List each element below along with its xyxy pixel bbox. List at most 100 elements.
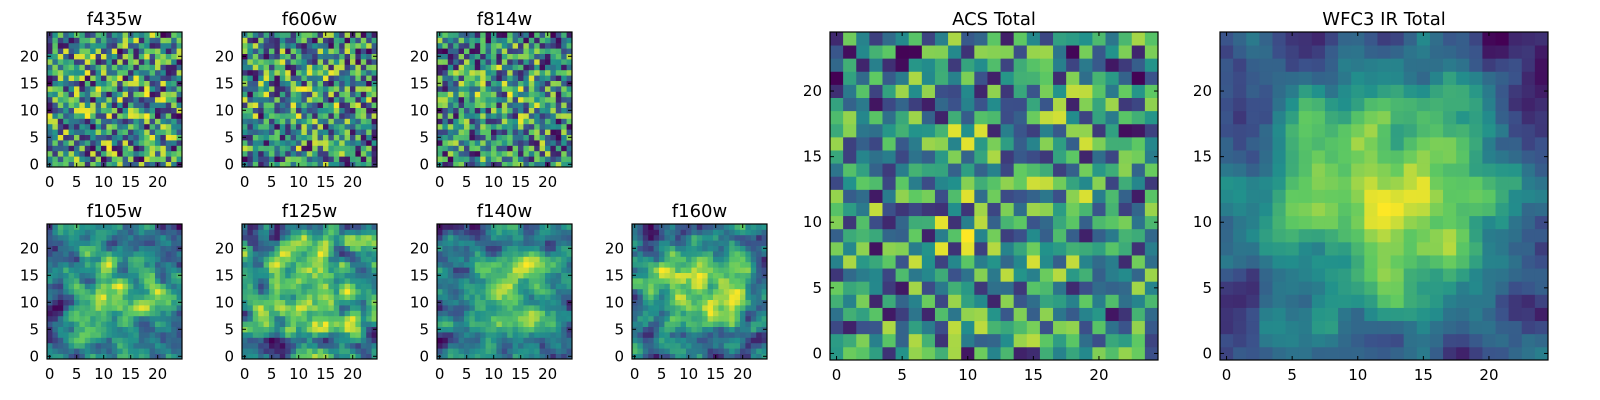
heatmap-cell [496,251,503,257]
heatmap-cell [117,123,123,130]
heatmap-cell [480,240,486,246]
heatmap-cell [279,310,286,317]
heatmap-cell [339,69,345,76]
heatmap-cell [464,240,470,246]
heatmap-cell [680,353,687,360]
heatmap-cell [1013,294,1028,308]
heatmap-cell [750,348,757,354]
heatmap-cell [290,240,297,246]
heatmap-cell [523,299,530,306]
heatmap-cell [301,337,308,344]
heatmap-cell [707,353,714,360]
heatmap-cell [274,229,281,236]
heatmap-cell [84,305,91,311]
heatmap-cell [453,123,459,130]
heatmap-cell [117,69,123,76]
heatmap-cell [333,96,340,103]
heatmap-cell [474,69,481,76]
heatmap-cell [252,229,259,236]
heatmap-cell [117,107,123,114]
heatmap-cell [165,240,172,246]
heatmap-cell [561,80,567,87]
heatmap-cell [1053,228,1067,243]
heatmap-cell [447,261,454,268]
heatmap-cell [252,342,259,349]
heatmap-cell [718,283,725,290]
heatmap-cell [507,337,513,344]
heatmap-cell [122,299,129,306]
heatmap-cell [442,96,449,103]
heatmap-cell [79,261,86,268]
heatmap-cell [474,102,481,108]
heatmap-cell [144,59,150,65]
heatmap-cell [507,53,513,60]
heatmap-cell [1053,294,1067,308]
heatmap-cell [63,150,69,157]
heatmap-cell [360,53,367,60]
heatmap-cell [745,337,752,344]
heatmap-cell [149,161,156,168]
heatmap-cell [155,156,161,162]
heatmap-cell [974,346,988,361]
heatmap-cell [512,91,519,98]
heatmap-cell [252,251,259,257]
heatmap-cell [296,326,302,333]
heatmap-cell [79,229,86,236]
heatmap-cell [285,96,291,103]
heatmap-cell [518,321,524,327]
heatmap-cell [566,113,573,119]
heatmap-cell [485,37,492,44]
heatmap-cell [155,245,161,252]
heatmap-cell [339,42,345,49]
heatmap-cell [68,86,75,92]
heatmap-cell [258,267,264,273]
heatmap-cell [702,353,708,360]
heatmap-cell [290,224,297,230]
heatmap-cell [1105,241,1120,256]
heatmap-cell [323,48,329,54]
heatmap-cell [323,129,329,135]
heatmap-cell [729,229,735,236]
heatmap-cell [263,310,270,317]
heatmap-cell [447,299,454,306]
heatmap-cell [285,261,291,268]
heatmap-cell [1092,215,1106,230]
heatmap-cell [1000,215,1015,230]
heatmap-cell [160,75,167,81]
heatmap-cell [691,315,698,322]
heatmap-cell [545,91,551,98]
heatmap-cell [539,310,546,317]
heatmap-cell [485,321,492,327]
heatmap-cell [555,107,562,114]
heatmap-cell [464,86,470,92]
heatmap-cell [696,283,703,290]
heatmap-cell [333,353,340,360]
heatmap-cell [447,86,454,92]
heatmap-cell [474,107,481,114]
heatmap-cell [90,53,96,60]
heatmap-cell [729,278,735,284]
heatmap-cell [106,96,113,103]
heatmap-cell [934,268,949,282]
heatmap-cell [74,278,80,284]
heatmap-cell [117,299,123,306]
heatmap-cell [550,48,557,54]
heatmap-cell [534,245,540,252]
heatmap-cell [718,332,725,338]
heatmap-cell [52,53,59,60]
heatmap-cell [734,256,741,263]
heatmap-cell [680,326,687,333]
heatmap-cell [279,64,286,71]
heatmap-cell [371,342,378,349]
heatmap-cell [160,267,167,273]
heatmap-cell [149,240,156,246]
heatmap-cell [458,140,465,146]
heatmap-cell [155,294,161,300]
heatmap-cell [63,145,69,152]
heatmap-cell [507,310,513,317]
heatmap-cell [355,53,362,60]
heatmap-cell [176,129,183,135]
heatmap-cell [555,48,562,54]
heatmap-cell [566,229,573,236]
heatmap-cell [90,75,96,81]
